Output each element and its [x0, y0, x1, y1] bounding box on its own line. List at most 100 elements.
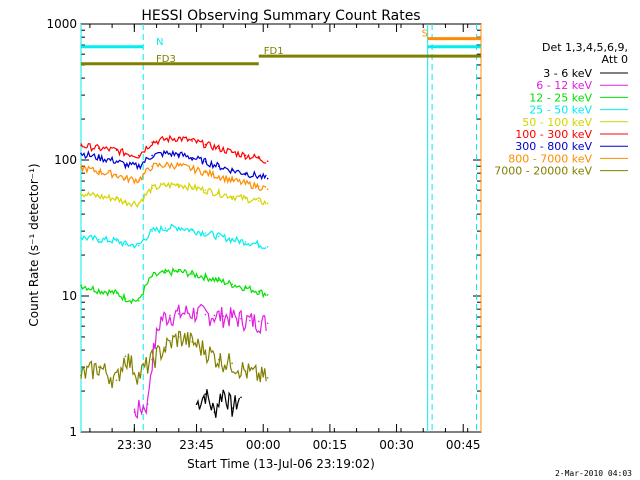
series-point: [217, 192, 220, 195]
series-point: [217, 147, 220, 150]
series-point: [191, 140, 193, 142]
series-point: [151, 358, 153, 361]
legend-entry: 100 - 300 keV: [515, 128, 592, 141]
series-point: [257, 185, 260, 188]
series-point: [97, 238, 100, 241]
flag-label: S: [422, 29, 428, 40]
y-tick-label: 10: [62, 289, 77, 303]
series-point: [151, 187, 153, 190]
series-point: [266, 246, 269, 248]
series-point: [137, 300, 140, 302]
series-point: [151, 154, 153, 157]
series-point: [146, 403, 149, 406]
series-point: [177, 137, 180, 139]
series-point: [137, 179, 140, 182]
series-point: [222, 390, 225, 392]
series-point: [204, 313, 207, 316]
series-point: [244, 154, 247, 157]
flag-label: FD1: [264, 46, 284, 57]
series-point: [231, 407, 233, 409]
series-point: [97, 156, 100, 159]
legend-entry: 7000 - 20000 keV: [494, 165, 592, 178]
series-point: [217, 235, 220, 238]
series-point: [204, 276, 207, 278]
series-point: [115, 149, 118, 152]
y-tick-label: 100: [54, 153, 77, 167]
series-point: [177, 164, 180, 167]
x-tick-label: 00:30: [379, 438, 414, 452]
series-point: [177, 270, 180, 273]
series-point: [266, 322, 269, 325]
series-point: [177, 312, 180, 315]
series-point: [124, 355, 127, 358]
series-point: [244, 172, 247, 174]
series-point: [151, 141, 153, 144]
series-point: [115, 379, 118, 382]
series-point: [231, 195, 233, 198]
series-point: [177, 226, 180, 229]
series-point: [257, 157, 260, 160]
series-point: [257, 320, 260, 323]
series-point: [80, 284, 82, 287]
series-line: [196, 389, 241, 418]
series-point: [191, 273, 193, 275]
series-point: [97, 289, 100, 292]
series-point: [115, 197, 118, 200]
series-point: [124, 164, 127, 166]
timestamp-footer: 2-Mar-2010 04:03: [554, 469, 632, 478]
series-point: [191, 168, 193, 170]
series-point: [257, 200, 260, 202]
series-point: [151, 275, 153, 277]
series-point: [191, 186, 193, 189]
series-point: [80, 152, 82, 155]
series-point: [80, 144, 82, 147]
chart-title: HESSI Observing Summary Count Rates: [141, 8, 420, 24]
legend-entry: 25 - 50 keV: [529, 104, 592, 117]
series-point: [97, 147, 100, 150]
series-point: [257, 243, 260, 246]
series-point: [80, 192, 82, 195]
series-point: [266, 188, 269, 190]
series-line: [80, 181, 267, 208]
legend-entry: 800 - 7000 keV: [508, 152, 592, 165]
series-point: [217, 165, 220, 168]
series-point: [97, 170, 100, 173]
series-point: [195, 403, 198, 406]
flag-label: FD3: [156, 54, 176, 65]
series-line: [133, 303, 267, 420]
series-point: [266, 294, 269, 296]
series-point: [164, 227, 167, 230]
series-point: [80, 374, 82, 377]
series-point: [204, 189, 207, 191]
series-point: [231, 238, 233, 241]
series-point: [80, 166, 82, 169]
series-point: [249, 319, 251, 322]
series-point: [115, 173, 118, 176]
legend-header: Det 1,3,4,5,6,9,: [542, 41, 628, 54]
series-point: [160, 317, 162, 320]
series-point: [204, 143, 207, 146]
y-tick-label: 1000: [46, 17, 77, 31]
series-point: [164, 138, 167, 141]
y-tick-label: 1: [69, 425, 77, 439]
series-point: [97, 195, 100, 198]
series-point: [177, 153, 180, 156]
series-point: [213, 411, 216, 413]
series-point: [266, 177, 269, 180]
series-point: [244, 370, 247, 372]
series-line: [80, 223, 267, 250]
series-point: [204, 349, 207, 351]
series-point: [240, 317, 242, 320]
series-point: [137, 202, 140, 205]
series-point: [231, 151, 233, 154]
series-line: [80, 330, 267, 389]
series-point: [169, 314, 171, 317]
series-point: [257, 374, 260, 377]
series-point: [204, 232, 207, 234]
series-point: [124, 243, 127, 246]
series-point: [217, 279, 220, 282]
series-point: [244, 197, 247, 200]
series-point: [213, 314, 216, 317]
